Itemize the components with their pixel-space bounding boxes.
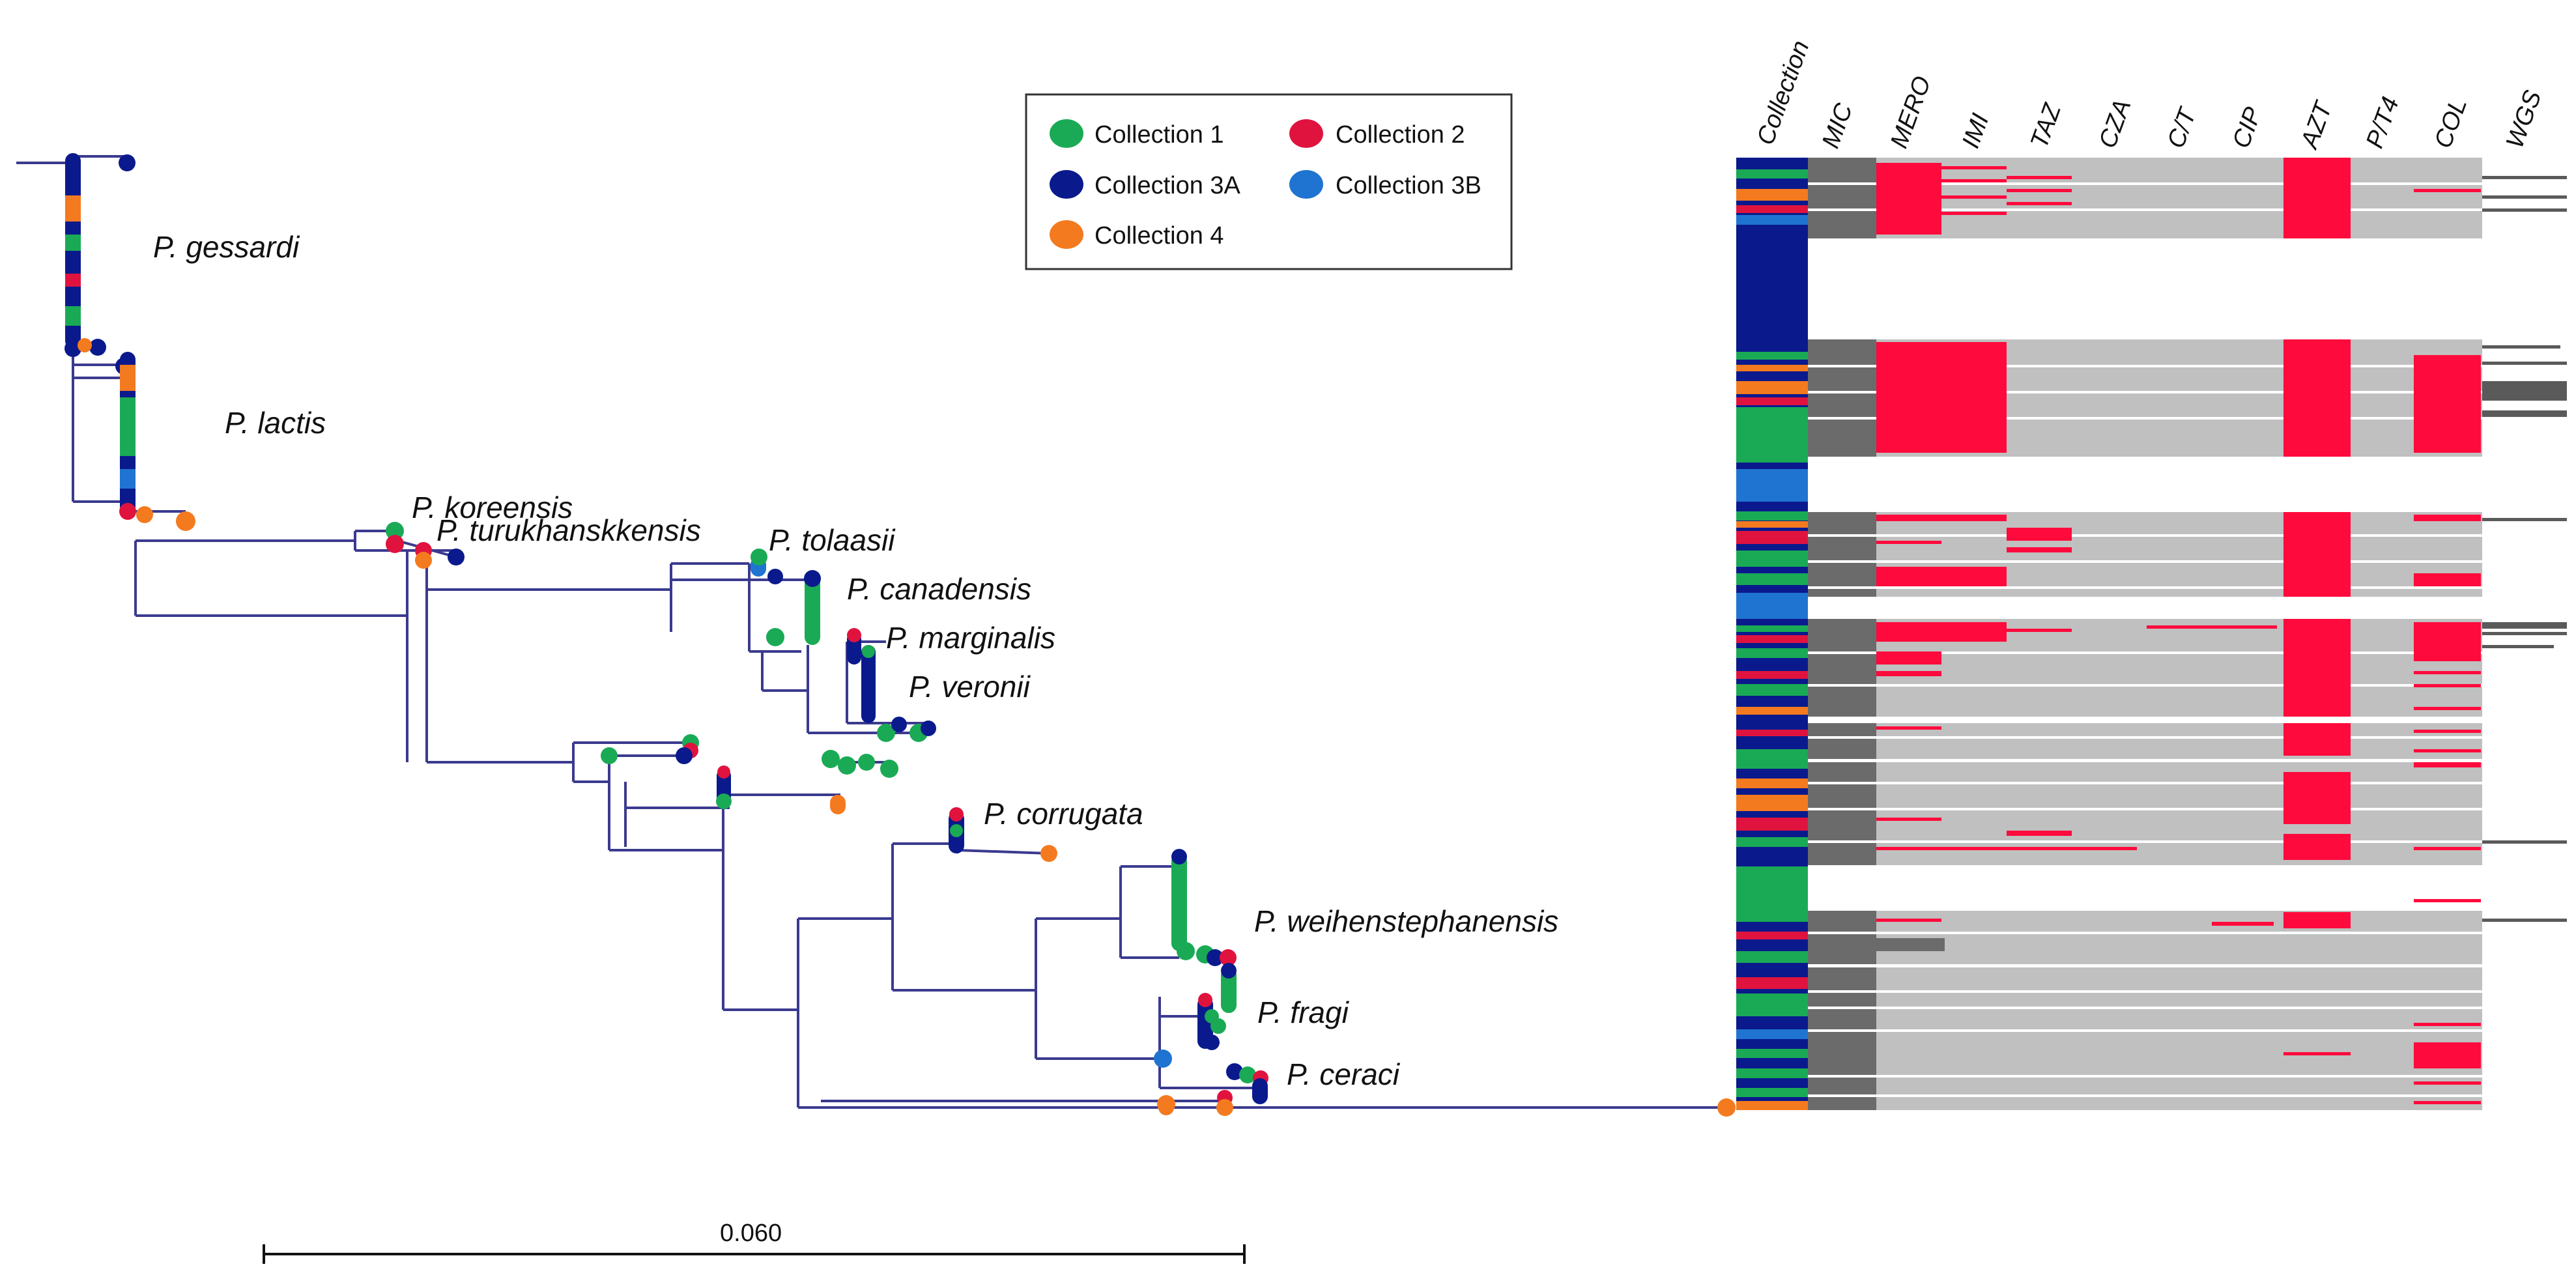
species-label-canadensis: P. canadensis <box>847 572 1031 606</box>
species-label-veronii: P. veronii <box>909 670 1031 704</box>
species-label-koreensis: P. koreensis <box>412 491 573 524</box>
legend-swatch-collection-1 <box>1050 119 1083 148</box>
legend-label-collection-3b: Collection 3B <box>1336 172 1481 199</box>
legend-swatch-collection-3b <box>1289 170 1323 199</box>
tree-tip-nodes <box>64 153 1736 1117</box>
species-labels: P. gessardi P. lactis P. koreensis P. tu… <box>153 230 1558 1091</box>
legend-label-collection-3a: Collection 3A <box>1095 172 1241 199</box>
species-label-fragi: P. fragi <box>1257 995 1350 1029</box>
species-label-marginalis: P. marginalis <box>886 621 1055 655</box>
legend: Collection 1 Collection 2 Collection 3A … <box>1025 93 1513 270</box>
scale-bar: 0.060 <box>263 1220 1246 1264</box>
collection-strip <box>1736 158 1808 1110</box>
legend-swatch-collection-4 <box>1050 220 1083 249</box>
legend-label-collection-4: Collection 4 <box>1095 222 1224 250</box>
legend-label-collection-1: Collection 1 <box>1095 121 1224 149</box>
species-label-ceraci: P. ceraci <box>1287 1057 1401 1091</box>
species-label-lactis: P. lactis <box>225 406 326 440</box>
legend-label-collection-2: Collection 2 <box>1336 121 1465 149</box>
species-label-turukhanskkensis: P. turukhanskkensis <box>436 513 701 547</box>
species-label-weihenstephanensis: P. weihenstephanensis <box>1254 904 1558 938</box>
legend-swatch-collection-3a <box>1050 170 1083 199</box>
scale-bar-label: 0.060 <box>720 1220 782 1247</box>
species-label-corrugata: P. corrugata <box>984 797 1143 831</box>
species-label-gessardi: P. gessardi <box>153 230 300 264</box>
legend-swatch-collection-2 <box>1289 119 1323 148</box>
species-label-tolaasii: P. tolaasii <box>769 523 896 557</box>
heatmap-body <box>1808 158 2567 1110</box>
